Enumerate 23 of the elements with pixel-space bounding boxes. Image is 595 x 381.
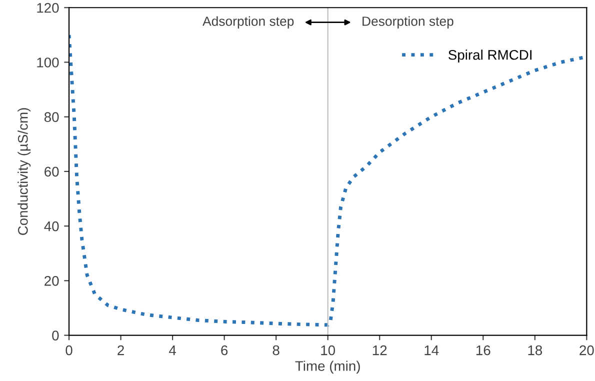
x-tick-label: 20: [580, 345, 594, 356]
y-tick-label: 80: [44, 112, 59, 122]
y-tick-label: 60: [44, 166, 59, 177]
x-tick-label: 2: [118, 345, 124, 356]
x-axis-title: Time (min): [295, 360, 360, 374]
legend-label: Spiral RMCDI: [448, 50, 532, 63]
annotation: Desorption step: [362, 16, 454, 29]
y-tick-label: 0: [52, 330, 59, 340]
x-tick-label: 10: [321, 345, 336, 356]
x-tick-label: 16: [476, 345, 490, 356]
y-tick-label: 120: [37, 2, 59, 13]
annotation: Adsorption step: [202, 16, 294, 29]
x-tick-label: 4: [169, 346, 176, 356]
y-tick-label: 100: [37, 58, 59, 68]
y-tick-label: 40: [44, 221, 59, 232]
y-axis-title: Conductivity (µS/cm): [18, 108, 31, 235]
x-tick-label: 0: [66, 345, 72, 356]
x-tick-label: 12: [372, 345, 387, 356]
x-tick-label: 6: [221, 345, 228, 356]
y-tick-label: 20: [44, 276, 59, 286]
x-tick-label: 18: [528, 345, 542, 356]
x-tick-label: 8: [272, 345, 280, 356]
x-tick-label: 14: [424, 346, 439, 356]
